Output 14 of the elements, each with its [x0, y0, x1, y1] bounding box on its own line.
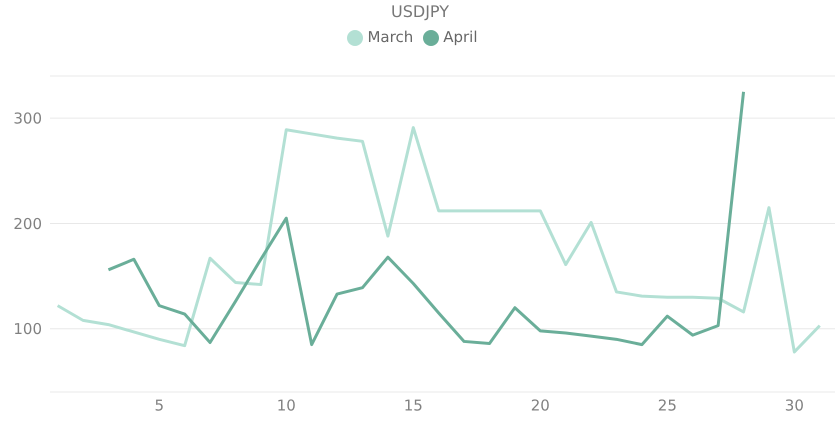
- x-tick-label: 5: [154, 396, 164, 415]
- x-tick-label: 25: [658, 396, 677, 415]
- x-tick-label: 20: [530, 396, 550, 415]
- legend-label: March: [367, 28, 414, 46]
- chart-title: USDJPY: [390, 1, 450, 23]
- x-tick-label: 30: [784, 396, 804, 415]
- line-series: [106, 90, 746, 346]
- x-tick-label: 15: [404, 396, 423, 415]
- y-tick-label: 100: [13, 320, 42, 338]
- y-tick-label: 300: [13, 109, 42, 128]
- y-tick-label: 200: [13, 214, 42, 233]
- x-tick-label: 10: [276, 396, 296, 415]
- legend-label: April: [443, 28, 478, 46]
- line-series: [56, 126, 822, 354]
